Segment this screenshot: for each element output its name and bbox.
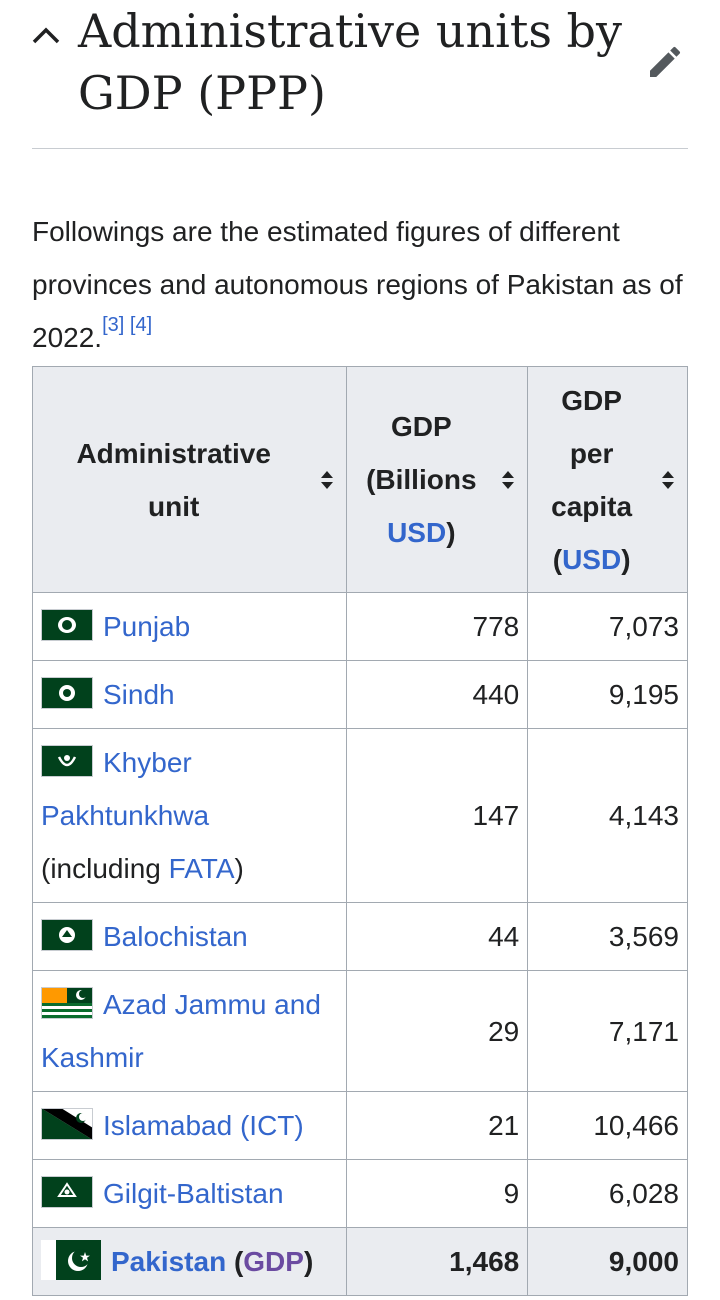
pakistan-flag-icon <box>41 1240 101 1280</box>
per-capita-cell: 3,569 <box>527 902 688 971</box>
sort-arrows-icon[interactable] <box>320 470 334 490</box>
gdp-cell: 1,468 <box>346 1227 529 1296</box>
section-divider <box>32 148 688 149</box>
unit-cell: Balochistan <box>31 902 348 971</box>
per-capita-cell: 7,073 <box>527 592 688 661</box>
unit-link[interactable]: Balochistan <box>103 921 248 952</box>
unit-cell: Sindh <box>31 660 348 729</box>
table-row: Azad Jammu and Kashmir 29 7,171 <box>31 970 688 1092</box>
unit-link[interactable]: Punjab <box>103 611 191 642</box>
unit-note: (including <box>41 853 169 884</box>
gdp-header-suffix: ) <box>446 517 456 548</box>
intro-paragraph: Followings are the estimated figures of … <box>32 205 692 364</box>
unit-cell: Azad Jammu and Kashmir <box>31 970 348 1092</box>
gdp-cell: 9 <box>346 1159 529 1228</box>
gdp-cell: 44 <box>346 902 529 971</box>
usd-link[interactable]: USD <box>387 517 447 548</box>
fata-link[interactable]: FATA <box>168 853 235 884</box>
gdp-cell: 440 <box>346 660 529 729</box>
pakistan-link[interactable]: Pakistan <box>111 1246 227 1277</box>
total-paren-close: ) <box>303 1246 314 1277</box>
gdp-table: Administrative unit GDP (Billions USD) G… <box>31 366 688 1296</box>
per-capita-header-text: GDP per capita ( <box>551 384 633 575</box>
gdp-cell: 147 <box>346 728 529 903</box>
column-header-unit[interactable]: Administrative unit <box>31 366 348 593</box>
table-row: Balochistan 44 3,569 <box>31 902 688 971</box>
intro-text: Followings are the estimated figures of … <box>32 216 683 353</box>
chevron-up-icon[interactable] <box>30 20 62 48</box>
sort-arrows-icon[interactable] <box>661 470 675 490</box>
per-capita-cell: 10,466 <box>527 1091 688 1160</box>
gdp-link[interactable]: GDP <box>243 1246 304 1277</box>
reference-link-3[interactable]: [3] <box>102 314 125 336</box>
khyber-pakhtunkhwa-flag-icon <box>41 745 93 777</box>
total-paren-open: ( <box>226 1246 244 1277</box>
table-row: Khyber Pakhtunkhwa (including FATA) 147 4… <box>31 728 688 903</box>
table-row: Sindh 440 9,195 <box>31 660 688 729</box>
per-capita-cell: 9,195 <box>527 660 688 729</box>
unit-link[interactable]: Gilgit-Baltistan <box>103 1178 284 1209</box>
section-title: Administrative units by GDP (PPP) <box>78 4 622 120</box>
column-header-per-capita-label: GDP per capita (USD) <box>544 374 639 586</box>
gdp-header-text: GDP (Billions <box>366 411 477 495</box>
unit-cell: Khyber Pakhtunkhwa (including FATA) <box>31 728 348 903</box>
reference-link-4[interactable]: [4] <box>129 314 153 336</box>
total-row: Pakistan (GDP) 1,468 9,000 <box>31 1227 688 1296</box>
column-header-unit-label: Administrative unit <box>76 437 271 522</box>
unit-link[interactable]: Khyber Pakhtunkhwa <box>41 747 210 831</box>
unit-link[interactable]: Sindh <box>103 679 175 710</box>
unit-link[interactable]: Islamabad (ICT) <box>103 1110 304 1141</box>
gdp-cell: 29 <box>346 970 529 1092</box>
punjab-flag-icon <box>41 609 93 641</box>
section-header[interactable]: Administrative units by GDP (PPP) <box>0 0 720 150</box>
per-capita-cell: 6,028 <box>527 1159 688 1228</box>
per-capita-cell: 7,171 <box>527 970 688 1092</box>
pencil-icon[interactable] <box>645 42 685 82</box>
unit-link[interactable]: Azad Jammu and Kashmir <box>41 989 321 1073</box>
unit-cell: Punjab <box>31 592 348 661</box>
column-header-per-capita[interactable]: GDP per capita (USD) <box>527 366 688 593</box>
unit-cell: Gilgit-Baltistan <box>31 1159 348 1228</box>
table-row: Islamabad (ICT) 21 10,466 <box>31 1091 688 1160</box>
gdp-cell: 21 <box>346 1091 529 1160</box>
column-header-gdp[interactable]: GDP (Billions USD) <box>346 366 529 593</box>
column-header-gdp-label: GDP (Billions USD) <box>359 400 484 559</box>
unit-note-suffix: ) <box>234 853 244 884</box>
balochistan-flag-icon <box>41 919 93 951</box>
unit-cell: Islamabad (ICT) <box>31 1091 348 1160</box>
table-row: Gilgit-Baltistan 9 6,028 <box>31 1159 688 1228</box>
azad-kashmir-flag-icon <box>41 987 93 1019</box>
per-capita-header-suffix: ) <box>621 543 631 575</box>
unit-cell: Pakistan (GDP) <box>31 1227 348 1296</box>
usd-link[interactable]: USD <box>562 543 622 575</box>
per-capita-cell: 4,143 <box>527 728 688 903</box>
gdp-cell: 778 <box>346 592 529 661</box>
gilgit-baltistan-flag-icon <box>41 1176 93 1208</box>
islamabad-flag-icon <box>41 1108 93 1140</box>
per-capita-cell: 9,000 <box>527 1227 688 1296</box>
table-row: Punjab 778 7,073 <box>31 592 688 661</box>
sindh-flag-icon <box>41 677 93 709</box>
sort-arrows-icon[interactable] <box>501 470 515 490</box>
